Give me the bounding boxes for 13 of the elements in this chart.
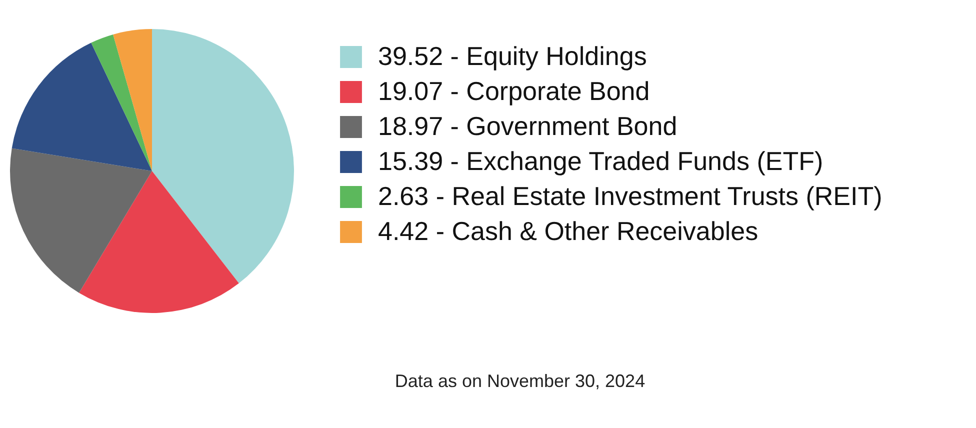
legend-label: 4.42 - Cash & Other Receivables	[378, 216, 758, 246]
pie-slice	[79, 171, 239, 313]
pie-slice	[91, 34, 152, 171]
pie-slice	[10, 148, 152, 293]
text: Data as on November 30, 2024	[394, 371, 646, 391]
legend-label: 2.63 - Real Estate Investment Trusts (REIT)	[378, 181, 882, 211]
legend-label: 19.07 - Corporate Bond	[378, 76, 650, 106]
legend-label: 39.52 - Equity Holdings	[378, 41, 647, 71]
legend-label: 15.39 - Exchange Traded Funds (ETF)	[378, 146, 824, 176]
pie-slice	[152, 29, 294, 284]
pie-slice	[12, 42, 152, 171]
pie-slice	[113, 29, 152, 171]
legend-label: 18.97 - Government Bond	[378, 111, 678, 141]
